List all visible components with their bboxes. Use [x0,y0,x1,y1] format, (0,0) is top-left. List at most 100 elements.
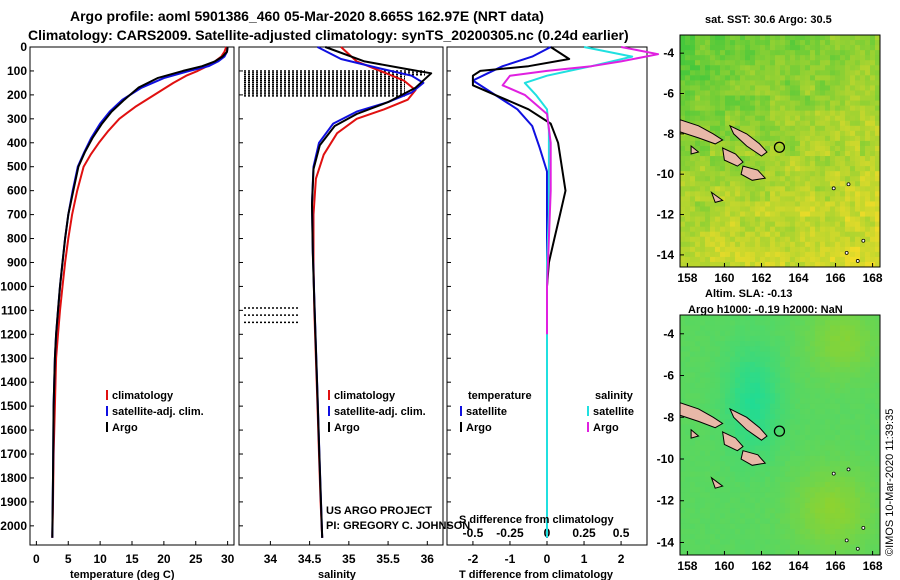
heatmap-cell [805,35,811,41]
heatmap-cell [775,466,781,473]
heatmap-cell [735,231,741,238]
heatmap-cell [765,466,771,473]
heatmap-cell [865,206,871,213]
heatmap-cell [775,408,781,415]
heatmap-cell [810,382,816,389]
heatmap-cell [850,80,856,87]
heatmap-cell [710,211,716,218]
islet-shape [861,525,866,530]
heatmap-cell [840,476,846,483]
heatmap-cell [700,320,706,327]
heatmap-cell [865,450,871,457]
heatmap-cell [700,429,706,436]
heatmap-cell [800,455,806,462]
heatmap-cell [780,231,786,238]
heatmap-cell [790,135,796,142]
heatmap-cell [815,372,821,379]
heatmap-cell [690,40,696,46]
heatmap-cell [745,201,751,208]
heatmap-cell [775,191,781,197]
heatmap-cell [680,429,686,436]
heatmap-cell [800,216,806,223]
heatmap-cell [725,166,731,172]
heatmap-cell [710,450,716,457]
heatmap-cell [795,65,801,71]
heatmap-cell [840,497,846,504]
heatmap-cell [680,518,686,525]
heatmap-cell [785,135,791,142]
heatmap-cell [700,50,706,56]
heatmap-cell [845,424,851,431]
heatmap-cell [875,85,880,92]
heatmap-cell [720,251,726,258]
heatmap-cell [775,105,781,112]
heatmap-cell [870,100,876,107]
heatmap-cell [785,398,791,405]
heatmap-cell [870,377,876,384]
heatmap-cell [800,356,806,363]
heatmap-cell [810,166,816,172]
heatmap-cell [870,403,876,410]
heatmap-cell [745,346,751,353]
heatmap-cell [805,166,811,172]
heatmap-cell [785,382,791,389]
heatmap-cell [770,534,776,540]
heatmap-cell [770,325,776,332]
heatmap-cell [685,110,691,117]
heatmap-cell [715,236,721,243]
heatmap-cell [760,367,766,373]
heatmap-cell [865,403,871,410]
heatmap-cell [750,191,756,197]
heatmap-cell [700,166,706,172]
heatmap-cell [845,120,851,127]
heatmap-cell [800,513,806,520]
heatmap-cell [810,351,816,358]
heatmap-cell [835,55,841,61]
heatmap-cell [715,445,721,452]
heatmap-cell [855,481,861,488]
heatmap-cell [695,346,701,353]
heatmap-cell [770,346,776,353]
heatmap-cell [690,518,696,525]
heatmap-cell [745,534,751,540]
heatmap-cell [795,534,801,540]
heatmap-cell [870,196,876,203]
heatmap-cell [835,236,841,243]
heatmap-cell [745,145,751,152]
heatmap-cell [820,236,826,243]
heatmap-cell [695,236,701,243]
heatmap-cell [750,528,756,535]
heatmap-cell [865,65,871,71]
heatmap-cell [730,70,736,76]
heatmap-cell [780,367,786,373]
heatmap-cell [835,372,841,379]
heatmap-cell [810,201,816,208]
heatmap-cell [810,492,816,499]
heatmap-cell [855,388,861,394]
heatmap-cell [875,221,880,228]
profile-line-satellite-adj-clim- [51,46,229,538]
heatmap-cell [730,356,736,363]
heatmap-cell [690,528,696,535]
heatmap-cell [830,502,836,509]
heatmap-cell [815,330,821,337]
heatmap-cell [765,110,771,117]
heatmap-cell [725,424,731,431]
heatmap-cell [865,534,871,540]
map-y-tick-label: -12 [657,494,675,508]
heatmap-cell [770,246,776,253]
heatmap-cell [740,335,746,342]
heatmap-cell [680,115,686,122]
heatmap-cell [840,320,846,327]
heatmap-cell [730,388,736,394]
heatmap-cell [685,206,691,213]
heatmap-cell [745,361,751,368]
heatmap-cell [810,487,816,493]
heatmap-cell [700,151,706,157]
heatmap-cell [710,424,716,431]
heatmap-cell [740,341,746,347]
heatmap-cell [765,508,771,514]
heatmap-cell [745,196,751,203]
heatmap-cell [745,367,751,373]
map-x-tick-label: 168 [863,559,883,573]
